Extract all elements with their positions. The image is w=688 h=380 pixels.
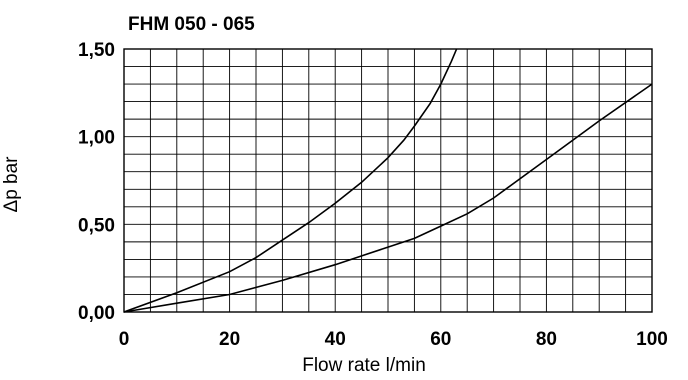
y-tick-label: 0,00 [78,303,115,324]
y-axis-label: Δp bar [1,156,22,213]
x-tick-label: 20 [219,329,240,350]
series-line-2 [123,83,653,313]
x-tick-label: 60 [430,329,451,350]
y-tick-label: 1,00 [78,128,115,149]
x-axis-label: Flow rate l/min [302,355,426,376]
chart-grid [124,49,652,312]
y-tick-label: 1,50 [78,40,115,61]
y-tick-label: 0,50 [78,215,115,236]
chart-curves [123,48,653,313]
x-tick-label: 80 [536,329,557,350]
x-tick-label: 40 [325,329,346,350]
plot-frame [123,48,653,313]
chart-title: FHM 050 - 065 [128,14,255,35]
x-tick-label: 100 [636,329,668,350]
x-tick-label: 0 [119,329,130,350]
y-tick-labels: 0,00 0,50 1,00 1,50 [78,40,115,324]
series-line-1 [123,48,458,313]
x-tick-labels: 0 20 40 60 80 100 [119,329,668,350]
